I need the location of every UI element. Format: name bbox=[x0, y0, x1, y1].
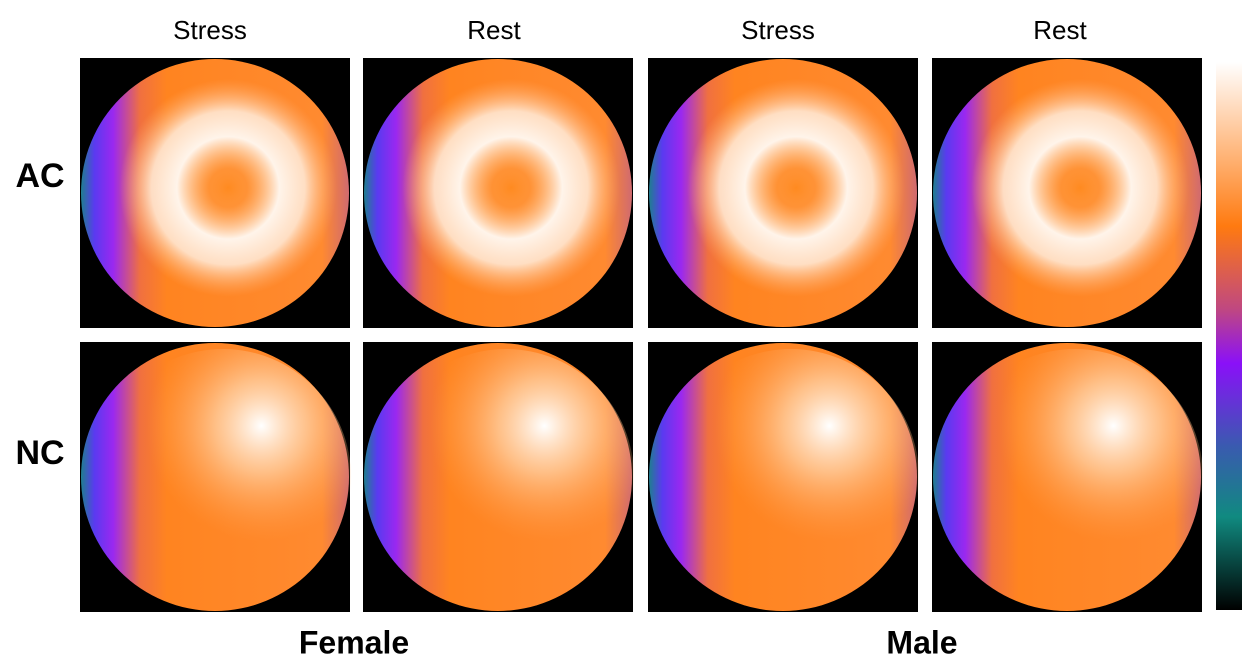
polar-map-intensity bbox=[378, 65, 634, 321]
column-label: Stress bbox=[173, 15, 247, 45]
polar-maps bbox=[80, 58, 1203, 612]
row-label: AC bbox=[15, 157, 64, 195]
polar-map-intensity bbox=[947, 65, 1203, 321]
color-bar bbox=[1216, 62, 1242, 610]
group-label: Female bbox=[299, 624, 409, 659]
polar-map-intensity bbox=[95, 65, 351, 321]
polar-map-intensity bbox=[663, 349, 919, 605]
polar-map-intensity bbox=[378, 349, 634, 605]
figure: Stress Rest Stress Rest AC NC Female Mal… bbox=[0, 0, 1242, 659]
polar-map-intensity bbox=[663, 65, 919, 321]
polar-map-intensity bbox=[947, 349, 1203, 605]
column-label: Rest bbox=[1033, 15, 1087, 45]
group-label: Male bbox=[886, 624, 957, 659]
polar-map-intensity bbox=[95, 349, 351, 605]
column-label: Stress bbox=[741, 15, 815, 45]
column-label: Rest bbox=[467, 15, 521, 45]
row-label: NC bbox=[15, 434, 64, 472]
